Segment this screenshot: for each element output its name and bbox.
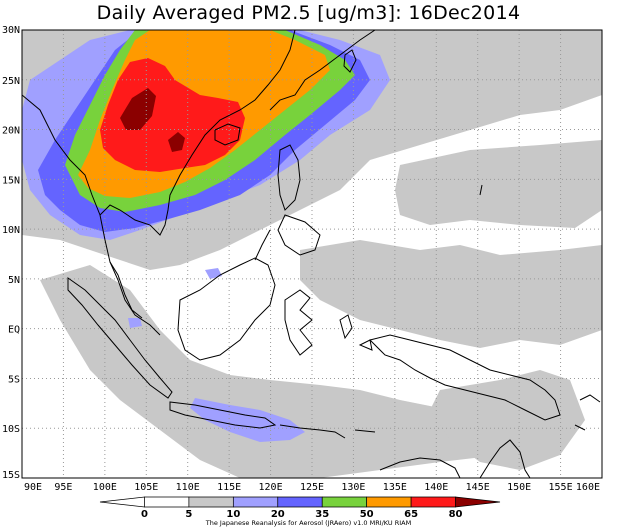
lon-label: 125E [300, 482, 324, 493]
plot-frame [21, 29, 603, 479]
coastline-australia [379, 439, 531, 478]
colorbar-segment [321, 496, 368, 508]
lat-label: 5N [8, 275, 20, 286]
coastline-sulawesi [284, 289, 313, 356]
colorbar-segment [366, 496, 412, 508]
lon-label: 115E [217, 482, 241, 493]
colorbar-label: 5 [185, 509, 192, 520]
lightblue-region-java [190, 398, 305, 442]
lon-label: 105E [134, 482, 158, 493]
coastline-java [169, 401, 277, 429]
lon-label: 120E [259, 482, 283, 493]
lon-label: 100E [93, 482, 117, 493]
coastline-newguinea [369, 334, 561, 421]
lon-label: 95E [54, 482, 72, 493]
darkred-region-1 [120, 88, 156, 130]
colorbar-label: 50 [360, 509, 374, 520]
gray-region-ne [400, 30, 602, 80]
coastline-lesser-sunda [279, 424, 376, 439]
gray-region-south [40, 265, 560, 478]
grid-lines [22, 30, 602, 478]
lon-label: 130E [341, 482, 365, 493]
lat-label: 20N [2, 126, 20, 137]
colorbar-segment [455, 496, 501, 508]
lon-label: 150E [507, 482, 531, 493]
colorbar-label: 35 [315, 509, 329, 520]
lat-label: 15S [2, 470, 20, 481]
coastline-luzon [277, 144, 301, 211]
coastline-hainan [214, 123, 241, 146]
gray-region-se [430, 370, 585, 470]
colorbar-segment [99, 496, 145, 508]
colorbar-label: 20 [271, 509, 285, 520]
coastline-china [269, 30, 376, 111]
colorbar-segment [188, 496, 234, 508]
credit-line: The Japanese Reanalysis for Aerosol (JRA… [205, 519, 412, 527]
colorbar-label: 0 [141, 509, 148, 520]
lon-label: 90E [24, 482, 42, 493]
lightblue-region-sea [128, 318, 142, 328]
lat-label: 15N [2, 175, 20, 186]
darkred-region-2 [168, 132, 185, 152]
coastline-borneo [177, 257, 276, 361]
colorbar [99, 496, 501, 508]
gray-region-east [395, 140, 602, 228]
coastlines [22, 30, 601, 478]
coastline-moluccas [339, 314, 373, 351]
colorbar-segment [410, 496, 456, 508]
lat-label: 5S [8, 374, 20, 385]
lat-label: 25N [2, 76, 20, 87]
colorbar-label: 65 [404, 509, 418, 520]
longitude-labels: 90E 95E 100E 105E 110E 115E 120E 125E 130E 135E 14… [24, 482, 600, 493]
colorbar-label: 10 [226, 509, 240, 520]
gray-region-pacific [300, 240, 602, 348]
lon-label: 155E [549, 482, 573, 493]
coastline-islands [479, 184, 601, 431]
coastline-sumatra [67, 277, 173, 399]
lat-label: 10N [2, 225, 20, 236]
lon-label: 110E [176, 482, 200, 493]
lat-label: 10S [2, 424, 20, 435]
lon-label: 140E [424, 482, 448, 493]
lat-label: 30N [2, 25, 20, 36]
concentration-shading [22, 30, 602, 478]
red-region [100, 58, 245, 172]
colorbar-segment [277, 496, 323, 508]
lon-label: 135E [383, 482, 407, 493]
coastline-indochina [22, 30, 296, 336]
colorbar-label: 80 [449, 509, 463, 520]
colorbar-segment [144, 496, 190, 508]
latitude-labels: 30N 25N 20N 15N 10N 5N EQ 5S 10S 15S [2, 25, 20, 481]
lat-label: EQ [8, 325, 20, 336]
map-title: Daily Averaged PM2.5 [ug/m3]: 16Dec2014 [96, 2, 521, 24]
coastline-malay [109, 261, 143, 319]
lon-label: 145E [466, 482, 490, 493]
colorbar-labels: 0 5 10 20 35 50 65 80 [141, 509, 463, 520]
coastline-taiwan [343, 49, 357, 73]
lon-label: 160E [576, 482, 600, 493]
colorbar-segment [232, 496, 279, 508]
coastline-philippines-south [254, 214, 321, 261]
